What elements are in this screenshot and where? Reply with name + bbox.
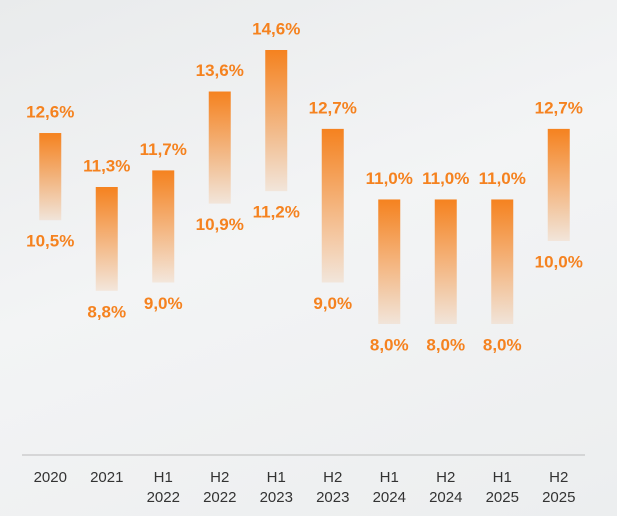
x-tick-label: H2 2024 bbox=[424, 468, 468, 508]
x-tick-label: H1 2025 bbox=[480, 468, 524, 508]
high-label: 11,3% bbox=[83, 156, 130, 175]
low-label: 8,0% bbox=[483, 335, 522, 354]
high-label: 12,6% bbox=[26, 103, 74, 122]
high-label: 12,7% bbox=[535, 98, 583, 117]
range-bar bbox=[491, 199, 513, 324]
range-bar bbox=[209, 92, 231, 204]
x-tick-label: 2021 bbox=[85, 468, 129, 488]
low-label: 10,9% bbox=[196, 215, 244, 234]
x-tick-label: H2 2023 bbox=[311, 468, 355, 508]
low-label: 9,0% bbox=[144, 294, 183, 313]
high-label: 11,7% bbox=[140, 140, 187, 159]
x-tick-label: H1 2022 bbox=[141, 468, 185, 508]
chart-svg: 12,6% 10,5% 11,3% 8,8% 11,7% 9,0% 13,6% 10,9% 14… bbox=[0, 0, 617, 516]
low-label: 11,2% bbox=[253, 203, 300, 222]
x-tick-label: H2 2022 bbox=[198, 468, 242, 508]
chart: 12,6% 10,5% 11,3% 8,8% 11,7% 9,0% 13,6% 10,9% 14… bbox=[0, 0, 617, 516]
high-label: 13,6% bbox=[196, 61, 244, 80]
range-bar bbox=[378, 199, 400, 324]
range-bar bbox=[265, 50, 287, 191]
x-tick-label: H2 2025 bbox=[537, 468, 581, 508]
high-label: 11,0% bbox=[366, 169, 413, 188]
x-tick-label: H1 2024 bbox=[367, 468, 411, 508]
low-label: 8,0% bbox=[426, 335, 465, 354]
low-label: 8,0% bbox=[370, 335, 409, 354]
low-label: 10,5% bbox=[26, 232, 74, 251]
high-label: 12,7% bbox=[309, 98, 357, 117]
low-label: 9,0% bbox=[313, 294, 352, 313]
range-bar bbox=[435, 199, 457, 324]
range-bar bbox=[322, 129, 344, 283]
range-bar bbox=[96, 187, 118, 291]
high-label: 11,0% bbox=[422, 169, 469, 188]
range-bar bbox=[548, 129, 570, 241]
range-bar bbox=[39, 133, 61, 220]
high-label: 14,6% bbox=[252, 19, 300, 38]
high-label: 11,0% bbox=[479, 169, 526, 188]
x-tick-label: H1 2023 bbox=[254, 468, 298, 508]
range-bar bbox=[152, 170, 174, 282]
x-tick-label: 2020 bbox=[28, 468, 72, 488]
low-label: 8,8% bbox=[87, 302, 126, 321]
low-label: 10,0% bbox=[535, 252, 583, 271]
